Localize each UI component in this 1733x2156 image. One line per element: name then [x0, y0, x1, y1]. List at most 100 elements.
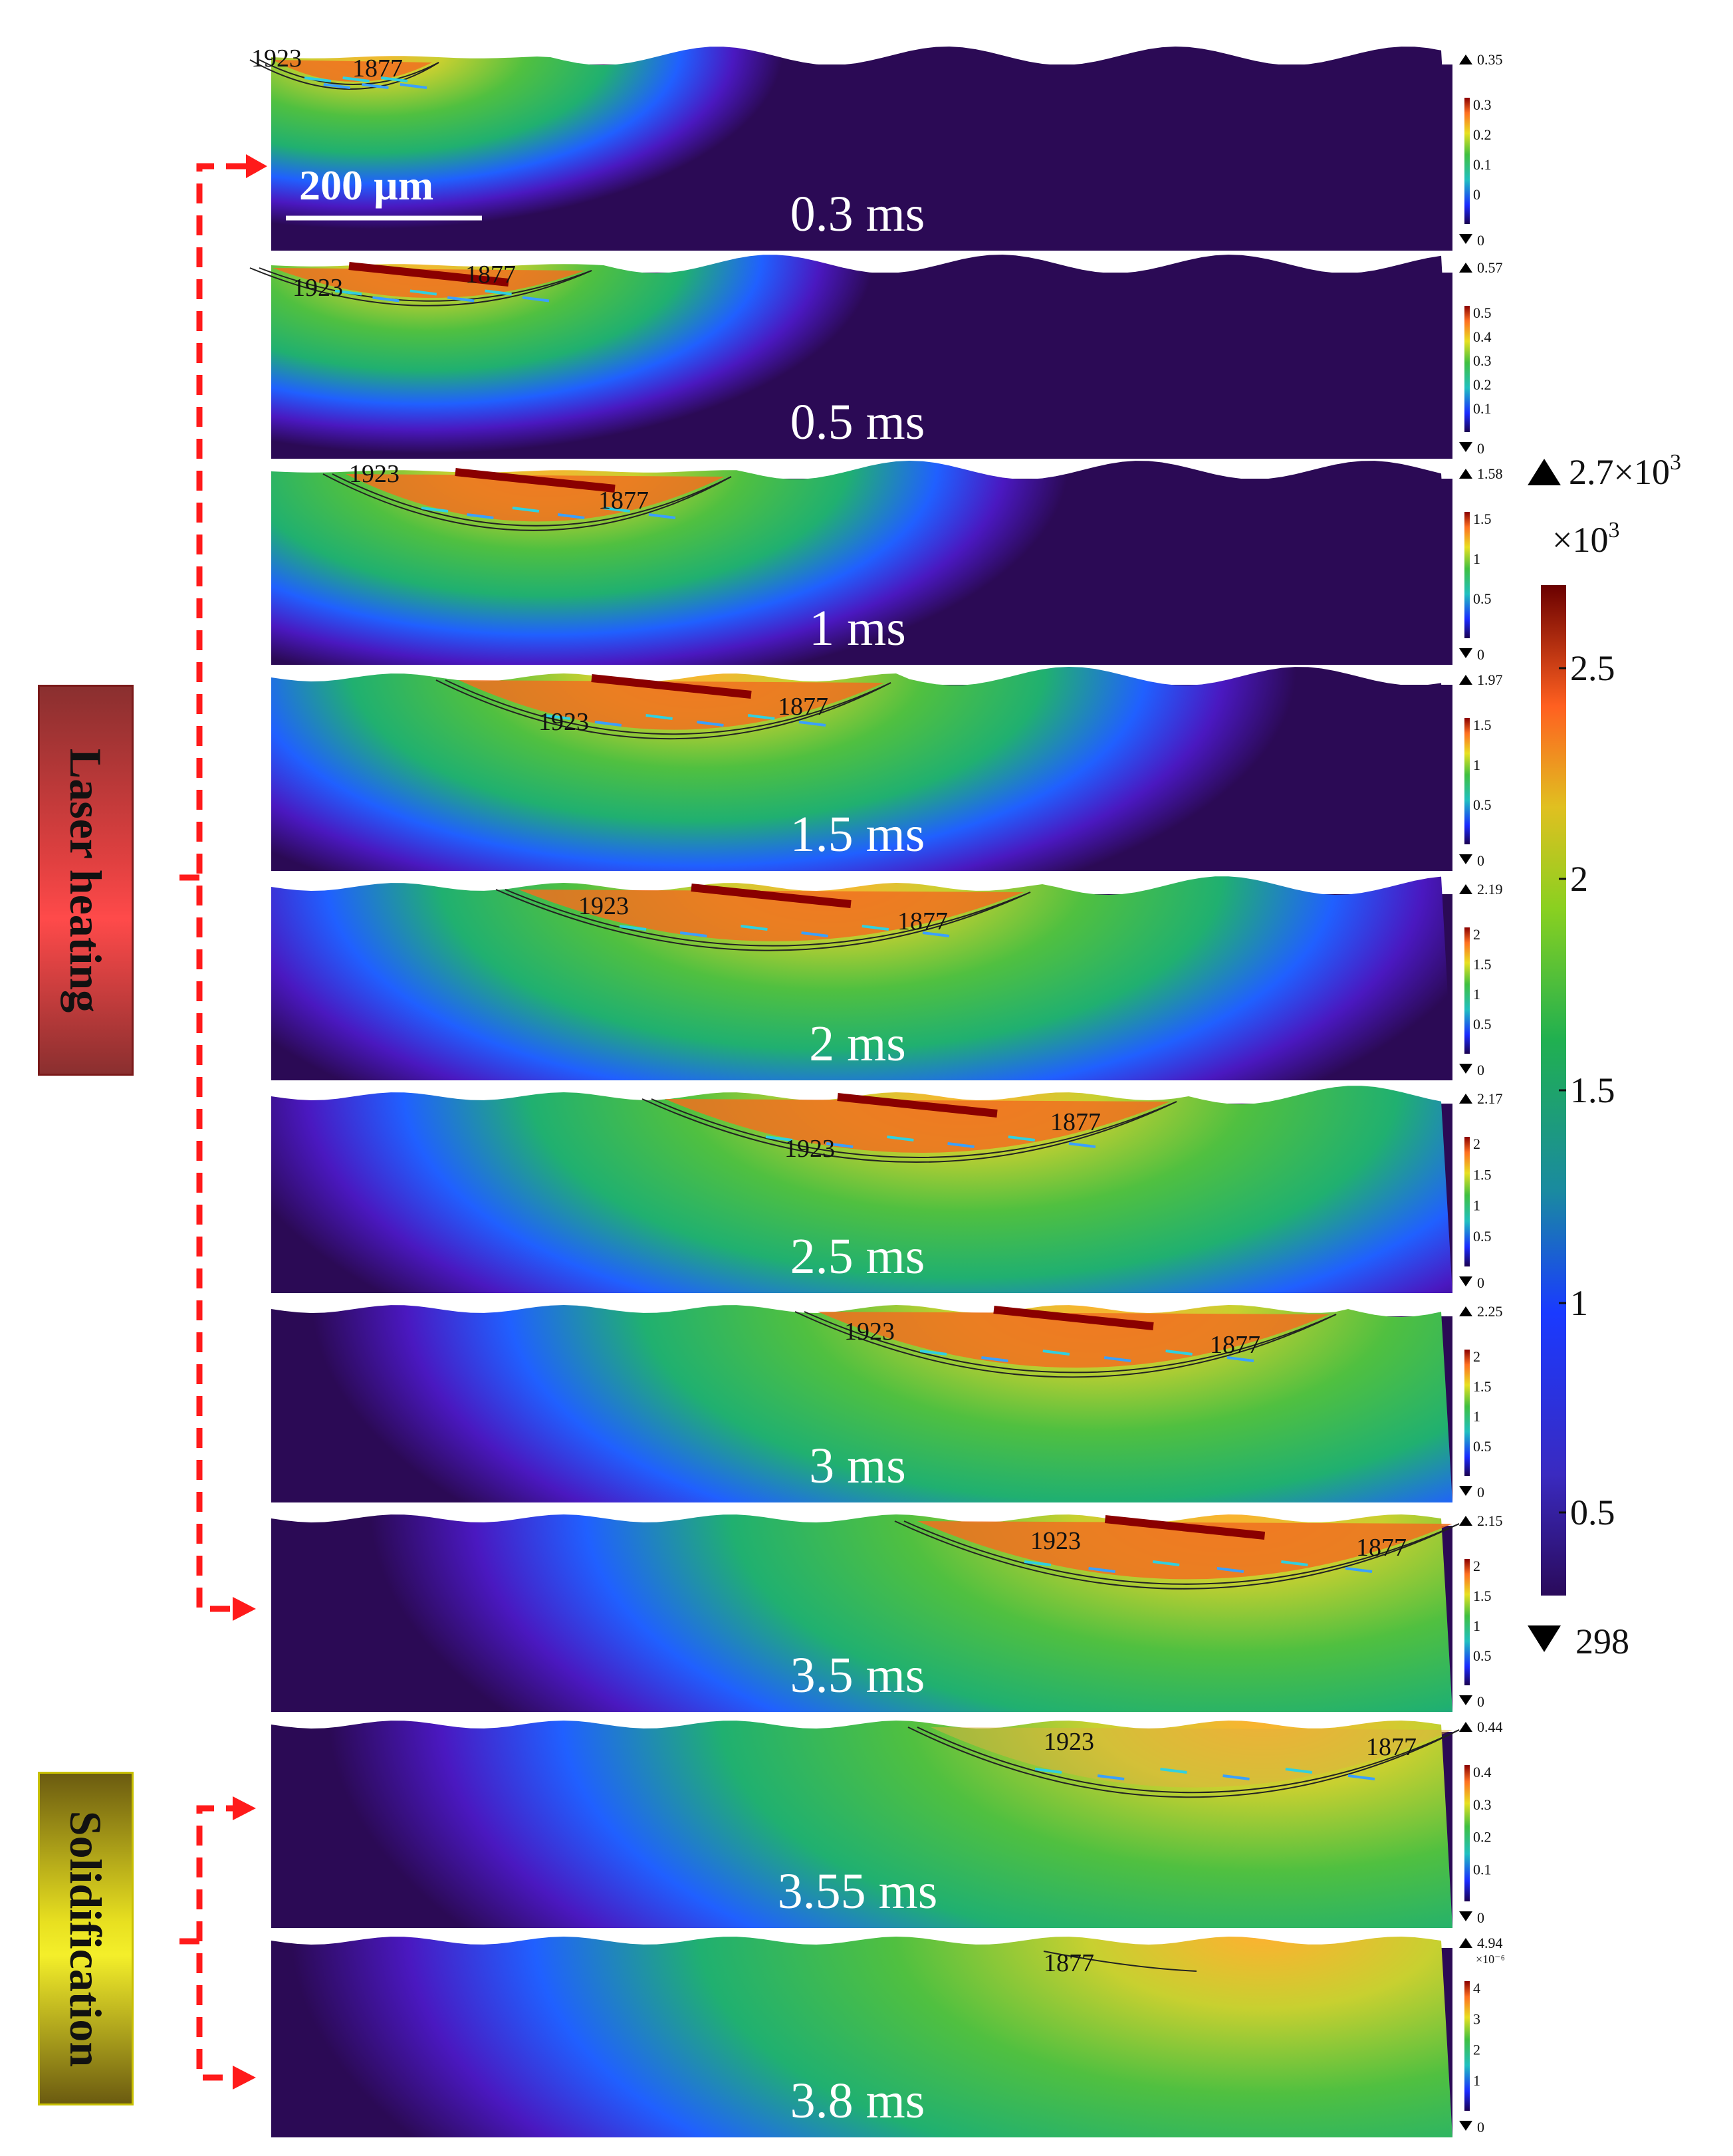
- velocity-max-triangle-icon: [1459, 1306, 1472, 1316]
- solidification-bracket-arrows: [233, 1796, 256, 2090]
- velocity-max-triangle-icon: [1459, 1516, 1472, 1526]
- velocity-arrow: [1226, 1356, 1254, 1362]
- velocity-max-label: 0.44: [1477, 1719, 1503, 1735]
- velocity-arrow: [922, 931, 950, 937]
- velocity-arrow: [1216, 1567, 1244, 1573]
- velocity-arrow: [1068, 1142, 1096, 1148]
- velocity-max-label: 2.15: [1477, 1512, 1503, 1529]
- colorbar-tick-label: 2.5: [1570, 648, 1615, 688]
- velocity-tick-label: 0.1: [1473, 1861, 1492, 1877]
- solidification-text: Solidification: [60, 1810, 112, 2067]
- surface-flow-arrow: [691, 884, 852, 908]
- velocity-tick-label: 1: [1473, 550, 1480, 567]
- colorbar-tick-label: 1: [1570, 1283, 1588, 1323]
- time-label: 3.5 ms: [790, 1647, 925, 1703]
- surface-flow-arrow: [1104, 1515, 1266, 1540]
- velocity-min-label: 0: [1477, 1909, 1484, 1926]
- velocity-colorbar: [1464, 927, 1470, 1054]
- isotherm-label-1923: 1923: [784, 1135, 835, 1163]
- laser-heating-label: Laser heating: [38, 685, 134, 1076]
- isotherm-label-1923: 1923: [578, 892, 629, 920]
- velocity-tick-label: 1.5: [1473, 717, 1492, 733]
- velocity-arrow: [747, 714, 775, 720]
- panel-6: 1923 1877 2.5 ms 2.17 0 2 1.5 1 0.5: [271, 1086, 1503, 1293]
- velocity-tick-label: 0.2: [1473, 376, 1492, 393]
- isotherm-label-1877: 1877: [465, 261, 516, 289]
- time-label: 2 ms: [809, 1016, 906, 1072]
- velocity-tick-label: 0.5: [1473, 1228, 1492, 1245]
- velocity-arrow: [372, 296, 400, 302]
- velocity-tick-label: 3: [1473, 2010, 1480, 2027]
- velocity-colorbar: [1464, 306, 1470, 432]
- isotherm-line: [917, 1727, 1460, 1794]
- velocity-tick-label: 1: [1473, 1197, 1480, 1214]
- time-label: 0.3 ms: [790, 186, 925, 242]
- velocity-arrow: [1042, 1350, 1070, 1356]
- panel-8: 1923 1877 3.5 ms 2.15 0 2 1.5 1 0.5: [271, 1512, 1503, 1712]
- panels-layer: 1923 1877 0.3 ms 0.35 0 0.3 0.2 0.1 0 1923 1877 0.5…: [249, 45, 1505, 2137]
- velocity-min-triangle-icon: [1459, 1695, 1472, 1705]
- velocity-min-label: 0: [1477, 646, 1484, 663]
- melt-pool: [917, 1521, 1452, 1580]
- velocity-tick-label: 0.3: [1473, 1796, 1492, 1813]
- velocity-tick-label: 0.1: [1473, 156, 1492, 173]
- panel-7: 1923 1877 3 ms 2.25 0 2 1.5 1 0.5: [271, 1303, 1503, 1502]
- isotherm-line: [249, 267, 592, 306]
- velocity-arrow: [765, 1136, 793, 1141]
- colorbar-max-label: 2.7×103: [1569, 450, 1681, 492]
- melt-pool: [665, 1099, 1170, 1153]
- melt-pool: [273, 268, 585, 299]
- velocity-tick-label: 1: [1473, 757, 1480, 773]
- velocity-max-label: 2.25: [1477, 1303, 1503, 1320]
- velocity-colorbar: [1464, 512, 1470, 638]
- laser-heating-text: Laser heating: [60, 748, 112, 1013]
- isotherm-label-1877: 1877: [897, 907, 948, 935]
- isotherm-label-1923: 1923: [292, 274, 343, 302]
- panel-2: 1923 1877 0.5 ms 0.57 0 0.5 0.4 0.3 0.2 0.1: [249, 255, 1503, 459]
- panel-3: 1923 1877 1 ms 1.58 0 1.5 1 0.5: [271, 460, 1503, 665]
- velocity-min-label: 0: [1477, 2119, 1484, 2135]
- panel-1: 1923 1877 0.3 ms 0.35 0 0.3 0.2 0.1 0: [249, 45, 1503, 251]
- velocity-tick-label: 0.5: [1473, 590, 1492, 607]
- velocity-tick-label: 0.1: [1473, 400, 1492, 417]
- velocity-arrow: [919, 1350, 947, 1356]
- velocity-tick-label: 1: [1473, 1617, 1480, 1634]
- velocity-colorbar: [1464, 1559, 1470, 1685]
- velocity-arrow: [409, 289, 437, 296]
- velocity-arrow: [1034, 1768, 1062, 1774]
- velocity-colorbar: [1464, 718, 1470, 844]
- colorbar-ticks: 2.5 2 1.5 1 0.5: [1559, 648, 1615, 1532]
- velocity-arrow: [362, 83, 389, 89]
- isotherm-line: [804, 1311, 1337, 1374]
- velocity-tick-label: 1.5: [1473, 511, 1492, 527]
- temperature-colorbar: 2.7×103 ×103 2.5 2 1.5 1 0.5 298: [1528, 450, 1681, 1661]
- velocity-tick-label: 1.5: [1473, 956, 1492, 973]
- velocity-arrow: [697, 721, 724, 727]
- melt-pool: [459, 680, 884, 730]
- velocity-max-label: 4.94: [1477, 1935, 1503, 1951]
- temperature-field: [271, 1086, 1452, 1293]
- velocity-arrow: [947, 1142, 975, 1148]
- temperature-field: [271, 255, 1452, 459]
- velocity-arrow: [1165, 1350, 1193, 1356]
- isotherm-label-1923: 1923: [844, 1318, 895, 1346]
- isotherm-label-1923: 1923: [251, 45, 302, 72]
- velocity-min-label: 0: [1477, 1274, 1484, 1291]
- isotherm-line: [641, 1098, 1177, 1163]
- velocity-arrow: [421, 507, 449, 513]
- velocity-max-triangle-icon: [1459, 884, 1472, 894]
- isotherm-label-1877: 1877: [352, 55, 403, 82]
- velocity-arrow: [1024, 1560, 1052, 1566]
- temperature-field: [271, 47, 1452, 251]
- velocity-min-triangle-icon: [1459, 1064, 1472, 1074]
- isotherm-label-1877: 1877: [1366, 1733, 1417, 1761]
- isotherm-line: [259, 267, 592, 302]
- colorbar-max-triangle-icon: [1528, 459, 1561, 485]
- velocity-tick-label: 4: [1473, 1980, 1480, 1996]
- velocity-tick-label: 1: [1473, 986, 1480, 1003]
- isotherm-line: [794, 1311, 1337, 1378]
- time-label: 3.8 ms: [790, 2073, 925, 2129]
- temperature-field: [271, 876, 1452, 1080]
- melt-pool: [519, 890, 1024, 941]
